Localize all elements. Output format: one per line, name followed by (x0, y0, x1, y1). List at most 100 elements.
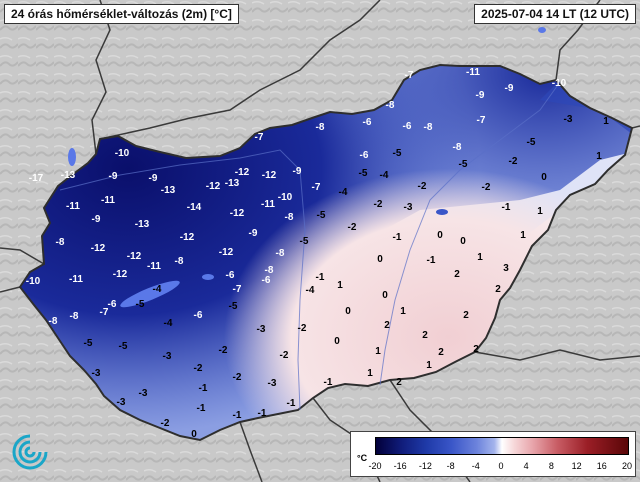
station-value: -9 (292, 166, 302, 177)
station-value: -11 (466, 67, 480, 78)
station-value: 2 (438, 347, 444, 358)
station-value: -1 (286, 398, 296, 409)
station-value: -13 (224, 178, 240, 189)
station-value: -5 (392, 148, 402, 159)
station-value: -1 (426, 255, 436, 266)
station-value: -8 (385, 100, 395, 111)
station-value: -8 (48, 316, 58, 327)
station-value: -5 (135, 299, 145, 310)
station-value: -2 (160, 418, 170, 429)
station-value: -8 (423, 122, 433, 133)
station-value: -5 (83, 338, 93, 349)
station-value: -2 (508, 156, 518, 167)
lake-velence (202, 274, 214, 280)
station-value: -6 (402, 121, 412, 132)
station-value: 1 (537, 206, 543, 217)
station-value: -13 (134, 219, 150, 230)
color-legend: °C -20 -16 -12 -8 -4 0 4 8 12 16 20 (350, 431, 636, 477)
station-value: -8 (452, 142, 462, 153)
station-value: -3 (563, 114, 573, 125)
station-value: -12 (229, 208, 245, 219)
station-value: -3 (162, 351, 172, 362)
station-value: -9 (108, 171, 118, 182)
station-value: -11 (101, 195, 115, 206)
hungary-border (18, 63, 634, 442)
legend-colorbar (375, 437, 629, 455)
station-value: -11 (69, 274, 83, 285)
station-value: -6 (261, 275, 271, 286)
legend-tick-label: 16 (596, 461, 607, 471)
station-value: 0 (382, 290, 388, 301)
station-value: -12 (261, 170, 277, 181)
station-value: 0 (345, 306, 351, 317)
station-value: -4 (305, 285, 315, 296)
station-value: -6 (362, 117, 372, 128)
legend-tick-label: 12 (571, 461, 582, 471)
station-value: -8 (315, 122, 325, 133)
station-value: -9 (148, 173, 158, 184)
station-value: -12 (112, 269, 128, 280)
station-value: -1 (232, 410, 242, 421)
lake-balaton (120, 280, 180, 308)
station-value: 1 (375, 346, 381, 357)
legend-tick-label: -20 (368, 461, 382, 471)
station-value: 0 (437, 230, 443, 241)
legend-tick-label: -4 (471, 461, 480, 471)
station-value: -3 (116, 397, 126, 408)
station-value: 2 (463, 310, 469, 321)
station-value: -5 (316, 210, 326, 221)
legend-tick-label: 8 (548, 461, 554, 471)
station-value: 2 (422, 330, 428, 341)
station-value: -11 (147, 261, 161, 272)
station-value: 1 (426, 360, 432, 371)
station-value: -1 (196, 403, 206, 414)
station-value: 1 (520, 230, 526, 241)
station-value: -9 (91, 214, 101, 225)
station-value: -3 (256, 324, 266, 335)
station-value: -12 (234, 167, 250, 178)
station-value: -12 (205, 181, 221, 192)
station-value: -2 (417, 181, 427, 192)
lake-small-ne (538, 27, 546, 33)
station-value: -9 (248, 228, 258, 239)
legend-tick-label: 0 (498, 461, 504, 471)
station-value: -6 (107, 299, 117, 310)
station-value: -12 (218, 247, 234, 258)
station-value: -4 (379, 170, 389, 181)
station-value: -4 (152, 284, 162, 295)
station-value: -3 (91, 368, 101, 379)
station-value: 0 (460, 236, 466, 247)
station-value: -7 (404, 70, 414, 81)
station-value: -9 (504, 83, 514, 94)
station-value: -5 (118, 341, 128, 352)
station-value: -2 (279, 350, 289, 361)
station-value: -5 (526, 137, 536, 148)
station-value: -12 (126, 251, 142, 262)
station-value: -7 (99, 307, 109, 318)
station-value: 2 (473, 344, 479, 355)
station-value: -1 (198, 383, 208, 394)
station-value: 1 (596, 151, 602, 162)
station-value: -2 (297, 323, 307, 334)
station-value: 3 (503, 263, 509, 274)
station-value: -2 (232, 372, 242, 383)
station-value: -13 (60, 170, 76, 181)
lake-ferto (68, 148, 76, 166)
legend-tick-label: -12 (418, 461, 432, 471)
station-value: 2 (454, 269, 460, 280)
station-value: -10 (25, 276, 41, 287)
station-value: -13 (160, 185, 176, 196)
station-value: 2 (384, 320, 390, 331)
station-value: -10 (277, 192, 293, 203)
legend-tick-label: -16 (393, 461, 407, 471)
station-value: -17 (28, 173, 44, 184)
station-value: -8 (174, 256, 184, 267)
station-value: 2 (396, 377, 402, 388)
map-title: 24 órás hőmérséklet-változás (2m) [°C] (4, 4, 239, 24)
station-value: -5 (228, 301, 238, 312)
station-value: -3 (138, 388, 148, 399)
station-value: -7 (311, 182, 321, 193)
